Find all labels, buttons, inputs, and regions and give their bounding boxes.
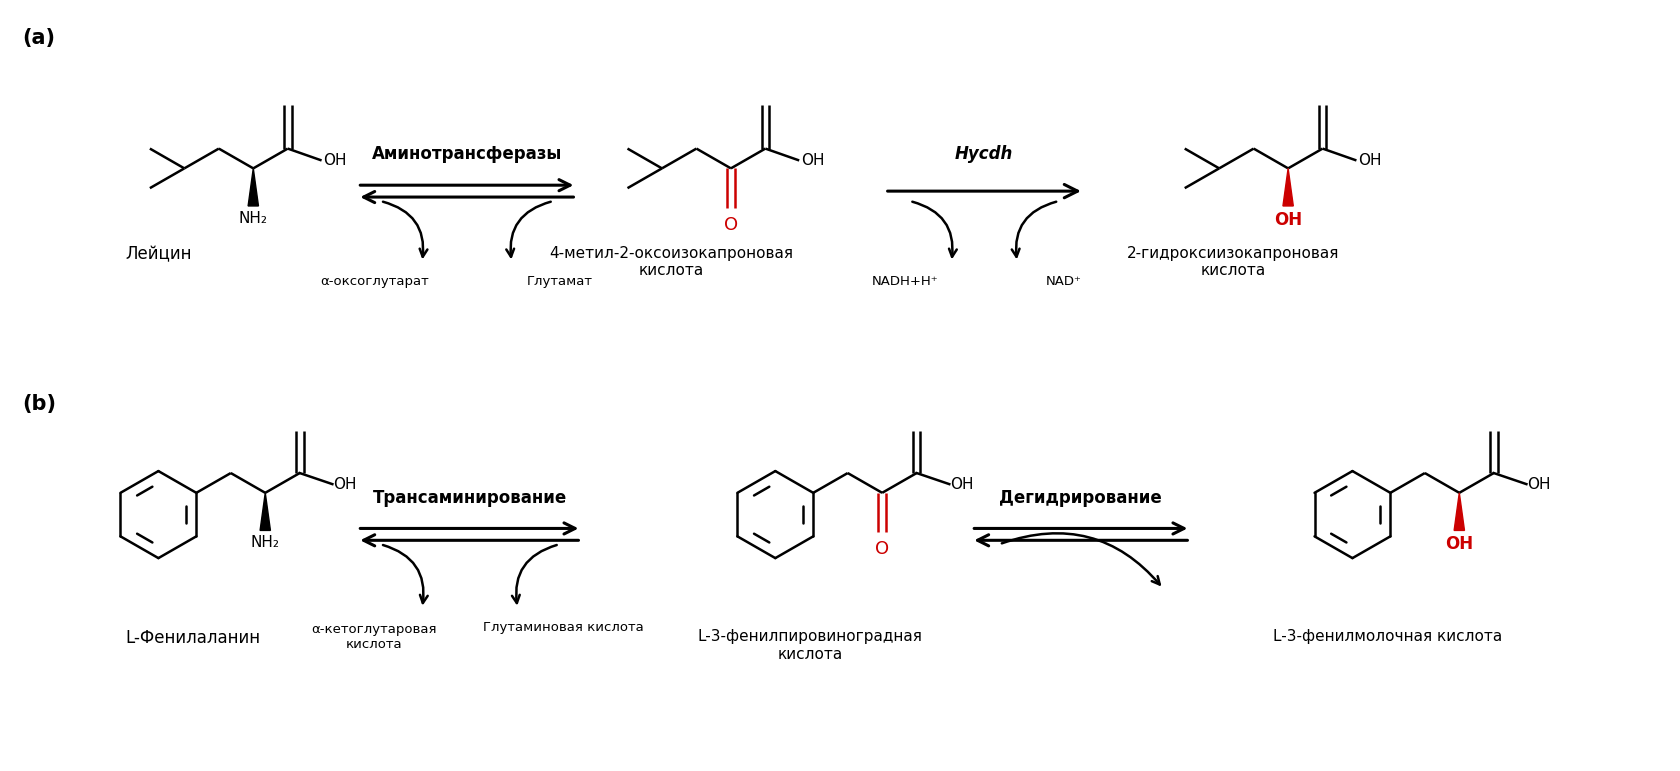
Polygon shape: [249, 168, 259, 206]
Text: 2-гидроксиизокапроновая
кислота: 2-гидроксиизокапроновая кислота: [1127, 245, 1339, 278]
Text: OH: OH: [801, 153, 825, 168]
Text: Трансаминирование: Трансаминирование: [373, 489, 566, 507]
Text: OH: OH: [951, 477, 974, 493]
Text: Глутамат: Глутамат: [526, 275, 593, 288]
Text: (b): (b): [22, 394, 55, 414]
Text: α-кетоглутаровая
кислота: α-кетоглутаровая кислота: [311, 624, 437, 651]
Text: OH: OH: [334, 477, 358, 493]
Text: Глутаминовая кислота: Глутаминовая кислота: [484, 621, 643, 635]
Text: L-3-фенилпировиноградная
кислота: L-3-фенилпировиноградная кислота: [697, 629, 922, 662]
Text: Лейцин: Лейцин: [124, 245, 192, 264]
Polygon shape: [1455, 493, 1465, 530]
Text: OH: OH: [1273, 211, 1302, 229]
Text: NH₂: NH₂: [239, 211, 267, 226]
Polygon shape: [1284, 168, 1294, 206]
Text: O: O: [875, 540, 889, 558]
Text: Hycdh: Hycdh: [956, 146, 1013, 163]
Text: OH: OH: [1445, 535, 1473, 554]
Text: NADH+H⁺: NADH+H⁺: [872, 275, 937, 288]
Text: 4-метил-2-оксоизокапроновая
кислота: 4-метил-2-оксоизокапроновая кислота: [549, 245, 793, 278]
Text: Аминотрансферазы: Аминотрансферазы: [371, 146, 563, 163]
Text: (a): (a): [22, 28, 55, 48]
Text: α-оксоглутарат: α-оксоглутарат: [319, 275, 428, 288]
Text: OH: OH: [1527, 477, 1551, 493]
Polygon shape: [260, 493, 270, 530]
Text: O: O: [724, 216, 738, 234]
Text: L-Фенилаланин: L-Фенилаланин: [126, 629, 260, 648]
Text: OH: OH: [324, 153, 348, 168]
Text: Дегидрирование: Дегидрирование: [1000, 489, 1163, 507]
Text: L-3-фенилмолочная кислота: L-3-фенилмолочная кислота: [1273, 629, 1502, 645]
Text: NH₂: NH₂: [250, 535, 281, 550]
Text: OH: OH: [1359, 153, 1383, 168]
Text: NAD⁺: NAD⁺: [1047, 275, 1082, 288]
